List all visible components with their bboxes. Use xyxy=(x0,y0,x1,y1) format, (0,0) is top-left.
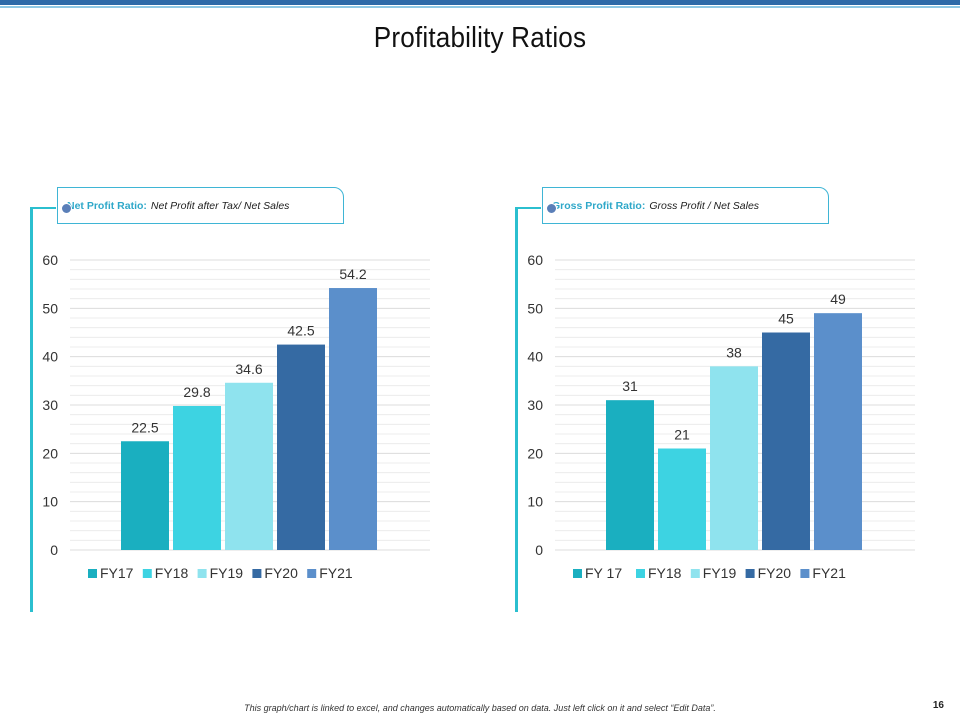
bar-fy18 xyxy=(658,448,706,550)
legend-swatch xyxy=(745,569,755,578)
bar-fy21 xyxy=(814,313,862,550)
footer-note: This graph/chart is linked to excel, and… xyxy=(244,703,716,713)
legend-swatch xyxy=(88,569,97,578)
data-label: 22.5 xyxy=(131,419,158,435)
net-profit-panel: Net Profit Ratio: Net Profit after Tax/ … xyxy=(30,187,450,612)
y-tick-label: 30 xyxy=(42,397,58,413)
data-label: 21 xyxy=(674,427,690,443)
bullet-dot-icon xyxy=(61,203,72,214)
net-profit-chart[interactable]: 0 10 20 30 40 50 60 22.5 29.8 34.6 42.5 54.2 FY17 FY1… xyxy=(30,242,450,602)
y-tick-label: 50 xyxy=(42,300,58,316)
y-tick-label: 20 xyxy=(527,445,543,461)
panel-accent-line xyxy=(515,207,518,612)
y-tick-label: 30 xyxy=(527,397,543,413)
legend-label: FY20 xyxy=(758,565,792,581)
data-label: 42.5 xyxy=(287,323,314,339)
gross-profit-label-formula: Gross Profit / Net Sales xyxy=(649,199,760,212)
y-tick-label: 50 xyxy=(527,300,543,316)
y-tick-label: 60 xyxy=(527,252,543,268)
legend-swatch xyxy=(197,569,207,578)
legend-label: FY17 xyxy=(100,565,134,581)
bar-fy18 xyxy=(173,405,221,550)
page-number: 16 xyxy=(932,700,944,711)
gross-profit-label: Gross Profit Ratio: Gross Profit / Net S… xyxy=(542,187,829,224)
panel-accent-tick xyxy=(30,207,56,209)
legend-label: FY20 xyxy=(264,565,298,581)
data-label: 38 xyxy=(726,344,742,360)
y-tick-label: 40 xyxy=(42,349,58,365)
top-accent-stripe xyxy=(0,6,960,8)
gross-profit-panel: Gross Profit Ratio: Gross Profit / Net S… xyxy=(515,187,935,612)
panel-accent-line xyxy=(30,207,33,612)
bar-fy17 xyxy=(606,400,654,550)
legend-label: FY21 xyxy=(812,565,846,581)
y-tick-label: 10 xyxy=(527,494,543,510)
page-title: Profitability Ratios xyxy=(373,22,587,54)
bullet-dot-icon xyxy=(546,203,557,214)
bar-fy19 xyxy=(710,366,758,550)
data-label: 29.8 xyxy=(183,384,210,400)
legend-label: FY19 xyxy=(210,565,244,581)
y-tick-label: 0 xyxy=(535,542,543,558)
data-label: 49 xyxy=(830,291,846,307)
legend-label: FY18 xyxy=(648,565,682,581)
gross-profit-label-title: Gross Profit Ratio: xyxy=(552,199,646,212)
legend-swatch xyxy=(307,569,317,578)
y-tick-label: 60 xyxy=(42,252,58,268)
y-tick-label: 10 xyxy=(42,494,58,510)
legend-label: FY 17 xyxy=(585,565,622,581)
bar-fy19 xyxy=(225,382,273,550)
y-tick-label: 40 xyxy=(527,349,543,365)
legend-swatch xyxy=(142,569,152,578)
data-label: 34.6 xyxy=(235,361,262,377)
legend-label: FY19 xyxy=(703,565,737,581)
legend-label: FY18 xyxy=(155,565,189,581)
data-label: 45 xyxy=(778,311,794,327)
legend-swatch xyxy=(636,569,645,578)
legend-swatch xyxy=(690,569,700,578)
net-profit-label-formula: Net Profit after Tax/ Net Sales xyxy=(150,199,290,212)
bar-fy20 xyxy=(277,344,325,550)
data-label: 31 xyxy=(622,378,638,394)
data-label: 54.2 xyxy=(339,266,366,282)
panel-accent-tick xyxy=(515,207,541,209)
bar-fy17 xyxy=(121,441,169,550)
top-accent-bar xyxy=(0,0,960,5)
legend-swatch xyxy=(800,569,810,578)
bar-fy20 xyxy=(762,332,810,550)
y-tick-label: 20 xyxy=(42,445,58,461)
legend-swatch xyxy=(252,569,262,578)
y-tick-label: 0 xyxy=(50,542,58,558)
net-profit-label-title: Net Profit Ratio: xyxy=(67,199,147,212)
legend-swatch xyxy=(573,569,582,578)
net-profit-label: Net Profit Ratio: Net Profit after Tax/ … xyxy=(57,187,344,224)
bar-fy21 xyxy=(329,288,377,550)
legend-label: FY21 xyxy=(319,565,353,581)
gross-profit-chart[interactable]: 0 10 20 30 40 50 60 31 21 38 45 49 FY 17 FY18 FY19 FY20… xyxy=(515,242,935,602)
